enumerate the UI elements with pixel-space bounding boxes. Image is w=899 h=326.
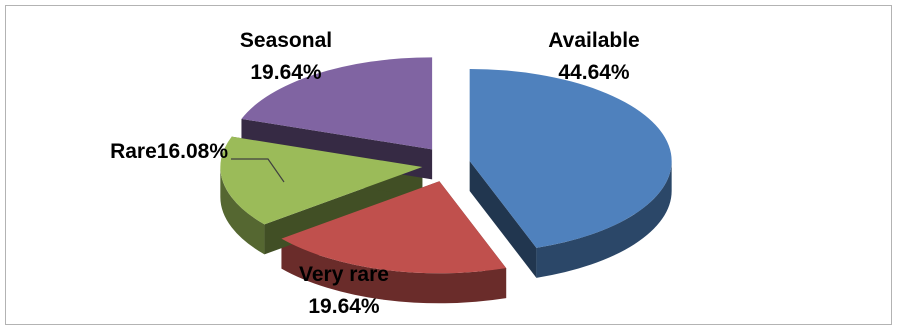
pie-top-layer [220,57,672,274]
slice-wall-very-rare [281,238,507,304]
label-rare: Rare16.08% [110,140,228,163]
pie-chart: Available 44.64% Very rare 19.64% Rare16… [110,29,672,318]
label-seasonal-value: 19.64% [250,61,322,84]
leader-line-rare [231,158,285,183]
label-rare-name: Rare [110,140,157,163]
label-available-value: 44.64% [558,61,630,84]
slice-very-rare [281,181,507,274]
slice-wall-available [536,160,672,278]
label-rare-value: 16.08% [157,140,229,163]
label-very-rare-name: Very rare [299,263,389,286]
label-seasonal-name: Seasonal [240,29,332,52]
slice-wall-rare [220,167,265,255]
slice-available [469,68,672,248]
chart-area: Available 44.64% Very rare 19.64% Rare16… [5,5,892,325]
slice-rare [220,136,423,225]
label-very-rare-value: 19.64% [308,295,380,318]
label-available-name: Available [548,29,639,52]
slice-side-available-1 [469,160,537,278]
slice-seasonal [241,57,433,150]
